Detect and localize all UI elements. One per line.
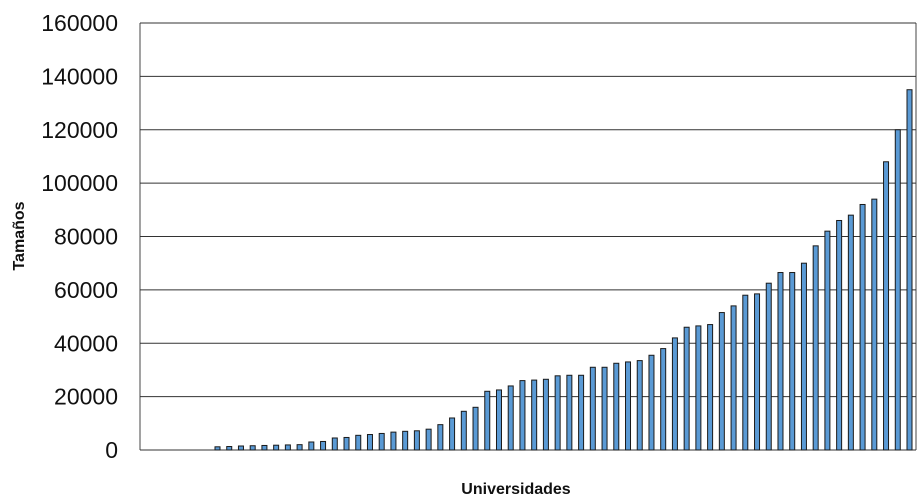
bar (566, 374, 573, 451)
bar (413, 430, 420, 451)
y-tick-label: 0 (105, 437, 118, 463)
bar (800, 262, 807, 451)
bar (531, 379, 538, 451)
bar (660, 348, 667, 451)
y-tick-label: 160000 (41, 10, 118, 36)
bar (355, 434, 362, 451)
bar (859, 203, 866, 451)
bar (519, 380, 526, 451)
bar (343, 436, 350, 451)
y-tick-label: 100000 (41, 170, 118, 196)
bar (402, 430, 409, 451)
y-tick-label: 140000 (41, 63, 118, 89)
bar (707, 324, 714, 451)
bar (390, 431, 397, 451)
bar (754, 293, 761, 451)
y-axis-title: Tamaños (11, 201, 28, 270)
bar (460, 410, 467, 451)
bar (425, 428, 432, 451)
bar (625, 361, 632, 451)
bar (296, 444, 303, 451)
bar (671, 337, 678, 451)
bar (683, 326, 690, 451)
bar (449, 417, 456, 451)
bar (894, 129, 901, 451)
bar (472, 406, 479, 451)
y-tick-label: 60000 (54, 277, 118, 303)
bar (308, 441, 315, 451)
bar (613, 362, 620, 451)
bar (883, 161, 890, 451)
bar (636, 360, 643, 451)
bar (812, 245, 819, 451)
bar (484, 390, 491, 451)
bar (789, 272, 796, 451)
gridlines (140, 22, 916, 451)
bar (824, 230, 831, 451)
bar (366, 434, 373, 451)
bar (378, 432, 385, 451)
bar (226, 446, 233, 451)
x-axis-title: Universidades (461, 481, 570, 498)
bar (765, 282, 772, 451)
bar (847, 214, 854, 451)
bar (695, 325, 702, 451)
bar (718, 312, 725, 451)
bar (284, 444, 291, 451)
bar (320, 440, 327, 451)
bar (601, 366, 608, 451)
y-axis-tick-labels: 0 20000 40000 60000 80000 100000 120000 140000 1… (41, 10, 118, 463)
bar (249, 445, 256, 451)
bar (331, 437, 338, 451)
bar (777, 272, 784, 451)
bar (495, 389, 502, 451)
bar (542, 378, 549, 451)
bar (273, 444, 280, 451)
y-tick-label: 120000 (41, 117, 118, 143)
bar (742, 294, 749, 451)
bar (836, 219, 843, 451)
bar (578, 374, 585, 451)
bar (437, 424, 444, 451)
bars (214, 89, 913, 451)
y-tick-label: 40000 (54, 330, 118, 356)
y-tick-label: 80000 (54, 224, 118, 250)
bar (261, 444, 268, 451)
y-tick-label: 20000 (54, 384, 118, 410)
bar (648, 354, 655, 451)
bar (871, 198, 878, 451)
bar (730, 305, 737, 451)
bar (237, 445, 244, 451)
bar (554, 375, 561, 451)
bar (507, 385, 514, 451)
bar (906, 89, 913, 451)
bar (589, 366, 596, 451)
bar (214, 446, 221, 451)
